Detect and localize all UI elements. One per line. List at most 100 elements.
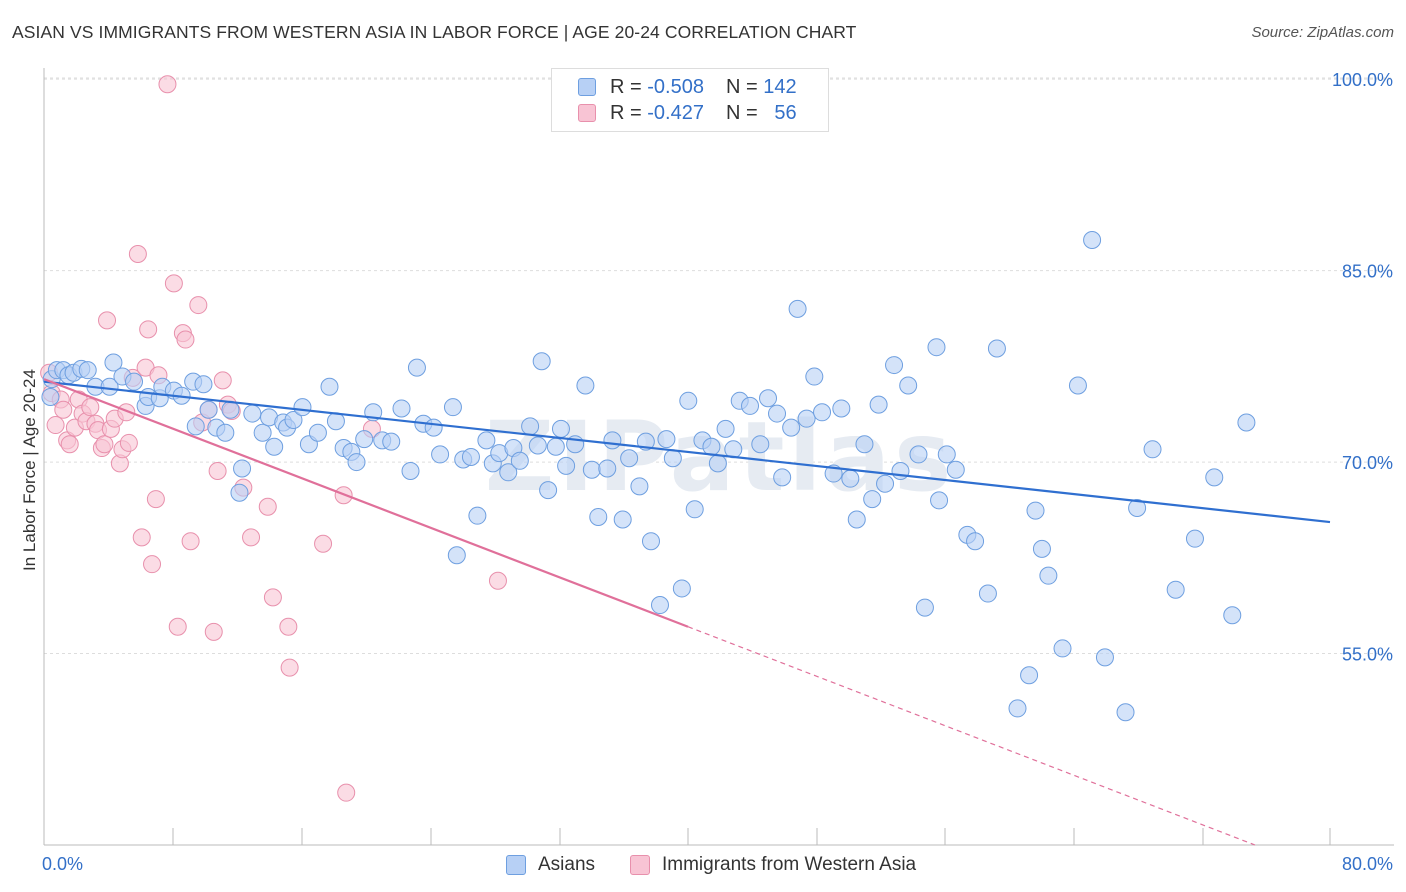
- data-point-asians: [100, 377, 119, 396]
- data-point-asians: [461, 447, 480, 466]
- chart-title: ASIAN VS IMMIGRANTS FROM WESTERN ASIA IN…: [12, 22, 857, 42]
- data-point-asians: [832, 399, 851, 418]
- data-point-asians: [1128, 499, 1147, 518]
- data-point-asians: [751, 435, 770, 454]
- data-point-asians: [603, 431, 622, 450]
- data-point-asians: [708, 454, 727, 473]
- data-point-asians: [782, 418, 801, 437]
- data-point-asians: [805, 367, 824, 386]
- data-point-asians: [841, 469, 860, 488]
- data-point-asians: [1185, 529, 1204, 548]
- data-point-asians: [104, 353, 123, 372]
- data-point-asians: [1083, 230, 1102, 249]
- data-point-asians: [679, 391, 698, 410]
- legend-swatch-pink: [578, 104, 596, 122]
- data-point-asians: [557, 456, 576, 475]
- data-point-western-asia: [263, 588, 282, 607]
- data-point-asians: [1053, 639, 1072, 658]
- data-point-western-asia: [128, 245, 147, 264]
- data-point-western-asia: [208, 462, 227, 481]
- legend-item-western-asia[interactable]: Immigrants from Western Asia: [630, 851, 916, 879]
- data-point-western-asia: [158, 75, 177, 94]
- legend-label-western-asia: Immigrants from Western Asia: [662, 854, 917, 875]
- data-point-asians: [582, 460, 601, 479]
- legend-label-asians: Asians: [538, 854, 596, 875]
- data-point-asians: [927, 338, 946, 357]
- data-point-asians: [230, 483, 249, 502]
- data-point-asians: [1008, 699, 1027, 718]
- series-asians: [41, 230, 1256, 722]
- data-point-western-asia: [95, 435, 114, 454]
- data-point-asians: [620, 449, 639, 468]
- data-point-asians: [797, 409, 816, 428]
- y-tick-label: 85.0%: [1342, 262, 1393, 282]
- legend-r-value: -0.508: [647, 75, 704, 98]
- data-point-western-asia: [488, 571, 507, 590]
- data-point-asians: [1026, 501, 1045, 520]
- data-point-asians: [657, 430, 676, 449]
- data-point-asians: [78, 361, 97, 380]
- x-tick-label: 0.0%: [42, 854, 83, 874]
- data-point-asians: [510, 451, 529, 470]
- data-point-asians: [663, 449, 682, 468]
- data-point-asians: [650, 596, 669, 615]
- data-point-asians: [672, 579, 691, 598]
- tick-labels: 55.0% 70.0% 85.0% 100.0% 0.0% 80.0%: [42, 70, 1393, 874]
- data-point-asians: [546, 437, 565, 456]
- x-tick-label: 80.0%: [1342, 854, 1393, 874]
- series-legend: Asians Immigrants from Western Asia: [0, 851, 1406, 879]
- data-point-asians: [347, 453, 366, 472]
- data-point-asians: [685, 500, 704, 519]
- legend-r-value: -0.427: [647, 101, 704, 124]
- data-point-western-asia: [98, 311, 117, 330]
- data-point-western-asia: [143, 555, 162, 574]
- data-point-western-asia: [139, 320, 158, 339]
- y-tick-label: 55.0%: [1342, 645, 1393, 665]
- legend-item-asians[interactable]: Asians: [506, 851, 595, 879]
- data-point-western-asia: [314, 534, 333, 553]
- data-point-asians: [702, 437, 721, 456]
- data-point-asians: [813, 403, 832, 422]
- data-point-asians: [773, 468, 792, 487]
- data-point-asians: [431, 445, 450, 464]
- correlation-legend: R = -0.508 N = 142 R = -0.427 N = 56: [551, 68, 829, 132]
- data-point-western-asia: [279, 617, 298, 636]
- data-point-asians: [1205, 468, 1224, 487]
- legend-n-label: N =: [725, 101, 758, 124]
- axes: [43, 68, 1394, 846]
- data-point-asians: [589, 507, 608, 526]
- data-point-asians: [768, 404, 787, 423]
- data-point-asians: [855, 435, 874, 454]
- data-point-asians: [199, 400, 218, 419]
- trend-line-asians: [43, 380, 1331, 524]
- data-point-asians: [987, 339, 1006, 358]
- data-point-asians: [937, 445, 956, 464]
- data-point-asians: [598, 459, 617, 478]
- trend-line-western-asia: [43, 378, 689, 628]
- legend-r-label: R =: [610, 101, 642, 124]
- legend-row-asians: R = -0.508 N = 142: [578, 74, 797, 100]
- data-point-asians: [320, 377, 339, 396]
- data-point-asians: [355, 430, 374, 449]
- data-point-asians: [915, 598, 934, 617]
- legend-n-value: 56: [774, 101, 797, 124]
- data-point-asians: [966, 532, 985, 551]
- data-point-asians: [1237, 413, 1256, 432]
- data-point-western-asia: [176, 330, 195, 349]
- data-point-asians: [521, 417, 540, 436]
- data-point-western-asia: [146, 490, 165, 509]
- data-point-asians: [788, 299, 807, 318]
- legend-swatch-pink: [630, 855, 650, 875]
- data-point-asians: [1116, 703, 1135, 722]
- data-point-asians: [613, 510, 632, 529]
- data-point-asians: [186, 417, 205, 436]
- data-point-western-asia: [204, 622, 223, 641]
- data-point-asians: [876, 474, 895, 493]
- data-point-asians: [1166, 580, 1185, 599]
- data-point-asians: [468, 506, 487, 525]
- legend-n-value: 142: [763, 75, 797, 98]
- data-point-asians: [909, 445, 928, 464]
- legend-swatch-blue: [578, 78, 596, 96]
- data-point-asians: [499, 463, 518, 482]
- data-point-asians: [253, 423, 272, 442]
